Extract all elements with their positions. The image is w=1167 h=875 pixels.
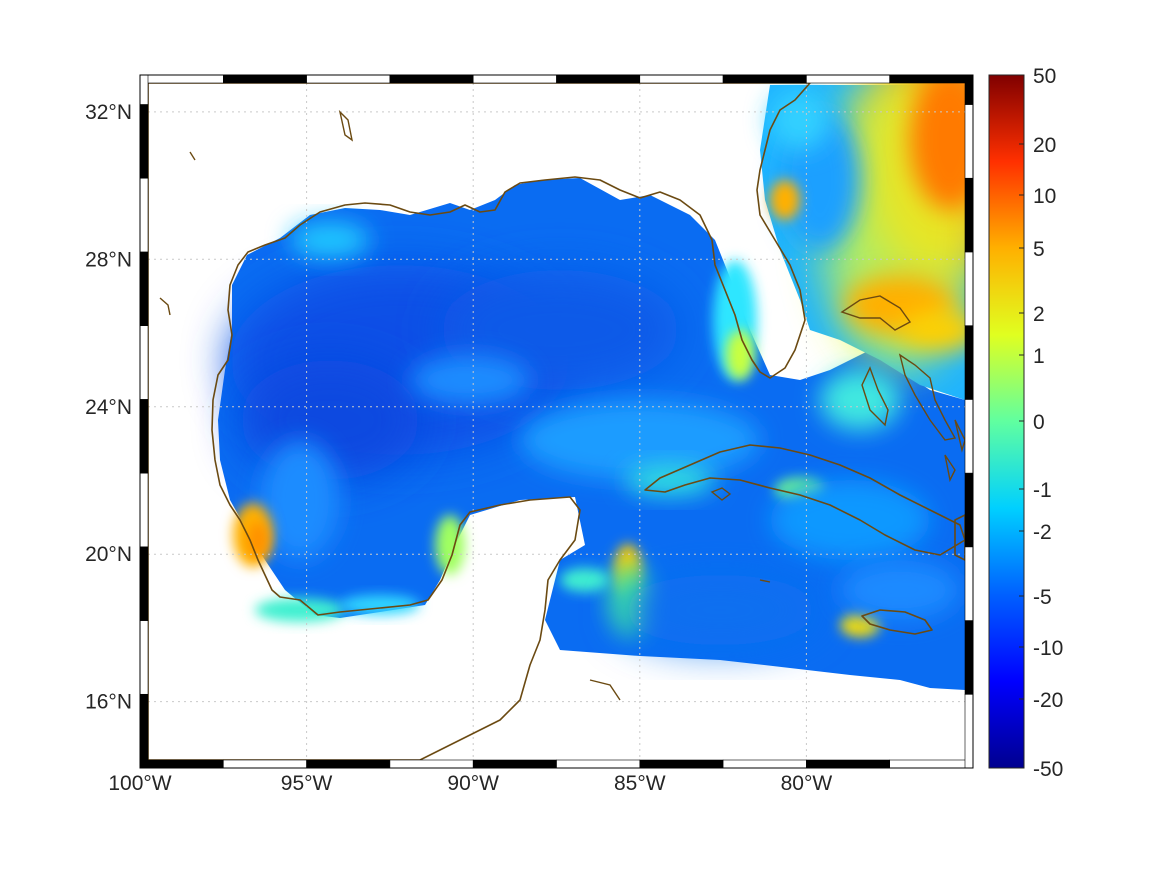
frame-segment-left (139, 177, 149, 253)
frame-segment-right (964, 472, 974, 548)
frame-segment-bottom (722, 759, 807, 769)
frame-segment-top (722, 74, 807, 84)
frame-segment-bottom (389, 759, 474, 769)
frame-segment-bottom (806, 759, 891, 769)
frame-segment-top (389, 74, 474, 84)
colorbar-tick-label: -1 (1033, 479, 1052, 502)
frame-segment-top (306, 74, 391, 84)
longitude-tick-labels: 100°W 95°W 90°W 85°W 80°W (108, 772, 832, 795)
frame-segment-top (223, 74, 307, 84)
colorbar-tick-label: 0 (1033, 411, 1045, 434)
longitude-tick-label: 100°W (108, 772, 171, 795)
frame-segment-left (139, 693, 149, 769)
frame-segment-top (556, 74, 641, 84)
frame-segment-right (964, 399, 974, 474)
frame-segment-bottom (223, 759, 307, 769)
frame-outline (139, 74, 974, 769)
latitude-tick-label: 16°N (85, 691, 132, 714)
colorbar-tick-label: -20 (1033, 689, 1063, 712)
colorbar-tick-label: -2 (1033, 521, 1052, 544)
bahamas (840, 295, 965, 483)
frame-segment-left (139, 472, 149, 548)
jamaica (861, 609, 933, 635)
us-coastline (148, 83, 811, 760)
colorbar-tick-label: -5 (1033, 586, 1052, 609)
frame-segment-top (472, 74, 557, 84)
longitude-tick-label: 90°W (447, 772, 499, 795)
latitude-tick-labels: 32°N 28°N 24°N 20°N 16°N (85, 101, 132, 714)
colorbar-tick-label: -10 (1033, 637, 1063, 660)
frame-segment-bottom (556, 759, 641, 769)
cuba (644, 444, 965, 556)
frame-segment-top (889, 74, 974, 84)
latitude-tick-label: 24°N (85, 396, 132, 419)
frame-segment-bottom (639, 759, 724, 769)
frame-segment-right (964, 251, 974, 326)
map-frame (139, 74, 974, 769)
frame-segment-right (964, 177, 974, 253)
longitude-tick-label: 80°W (781, 772, 833, 795)
longitude-tick-label: 85°W (614, 772, 666, 795)
frame-segment-right (964, 546, 974, 621)
frame-segment-left (139, 620, 149, 695)
frame-segment-top (639, 74, 724, 84)
colorbar-tick-label: -50 (1033, 758, 1063, 781)
latitude-tick-label: 32°N (85, 101, 132, 124)
colorbar-tick-label: 10 (1033, 185, 1056, 208)
frame-segment-bottom (139, 759, 224, 769)
frame-segment-top (806, 74, 891, 84)
longitude-tick-label: 95°W (281, 772, 333, 795)
frame-segment-right (964, 74, 974, 105)
colorbar-tick-label: 5 (1033, 238, 1045, 261)
colorbar-tick-label: 2 (1033, 303, 1045, 326)
frame-segment-bottom (472, 759, 557, 769)
frame-segment-left (139, 325, 149, 400)
frame-segment-bottom (306, 759, 391, 769)
frame-segment-right (964, 693, 974, 769)
frame-segment-top (139, 74, 224, 84)
frame-segment-left (139, 251, 149, 326)
frame-segment-bottom (889, 759, 974, 769)
colorbar-tick-label: 50 (1033, 65, 1056, 88)
frame-segment-left (139, 74, 149, 105)
frame-segment-left (139, 546, 149, 621)
frame-segment-right (964, 104, 974, 179)
colorbar-tick-label: 20 (1033, 134, 1056, 157)
latitude-tick-label: 28°N (85, 248, 132, 271)
frame-segment-left (139, 104, 149, 179)
colorbar-gradient (988, 74, 1025, 769)
frame-segment-right (964, 620, 974, 695)
colorbar-tick-label: 1 (1033, 345, 1045, 368)
frame-segment-right (964, 325, 974, 400)
frame-segment-left (139, 399, 149, 474)
coastlines (148, 83, 965, 760)
latitude-tick-label: 20°N (85, 543, 132, 566)
